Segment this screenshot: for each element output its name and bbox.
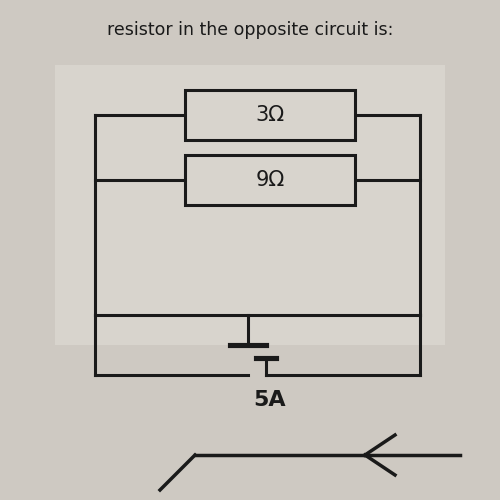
Text: 3Ω: 3Ω: [256, 105, 284, 125]
Bar: [55, 65, 445, 345]
Text: 5A: 5A: [254, 390, 286, 410]
Text: resistor in the opposite circuit is:: resistor in the opposite circuit is:: [107, 21, 393, 39]
Bar: [185, 155, 355, 205]
Text: 9Ω: 9Ω: [256, 170, 284, 190]
Bar: [185, 90, 355, 140]
